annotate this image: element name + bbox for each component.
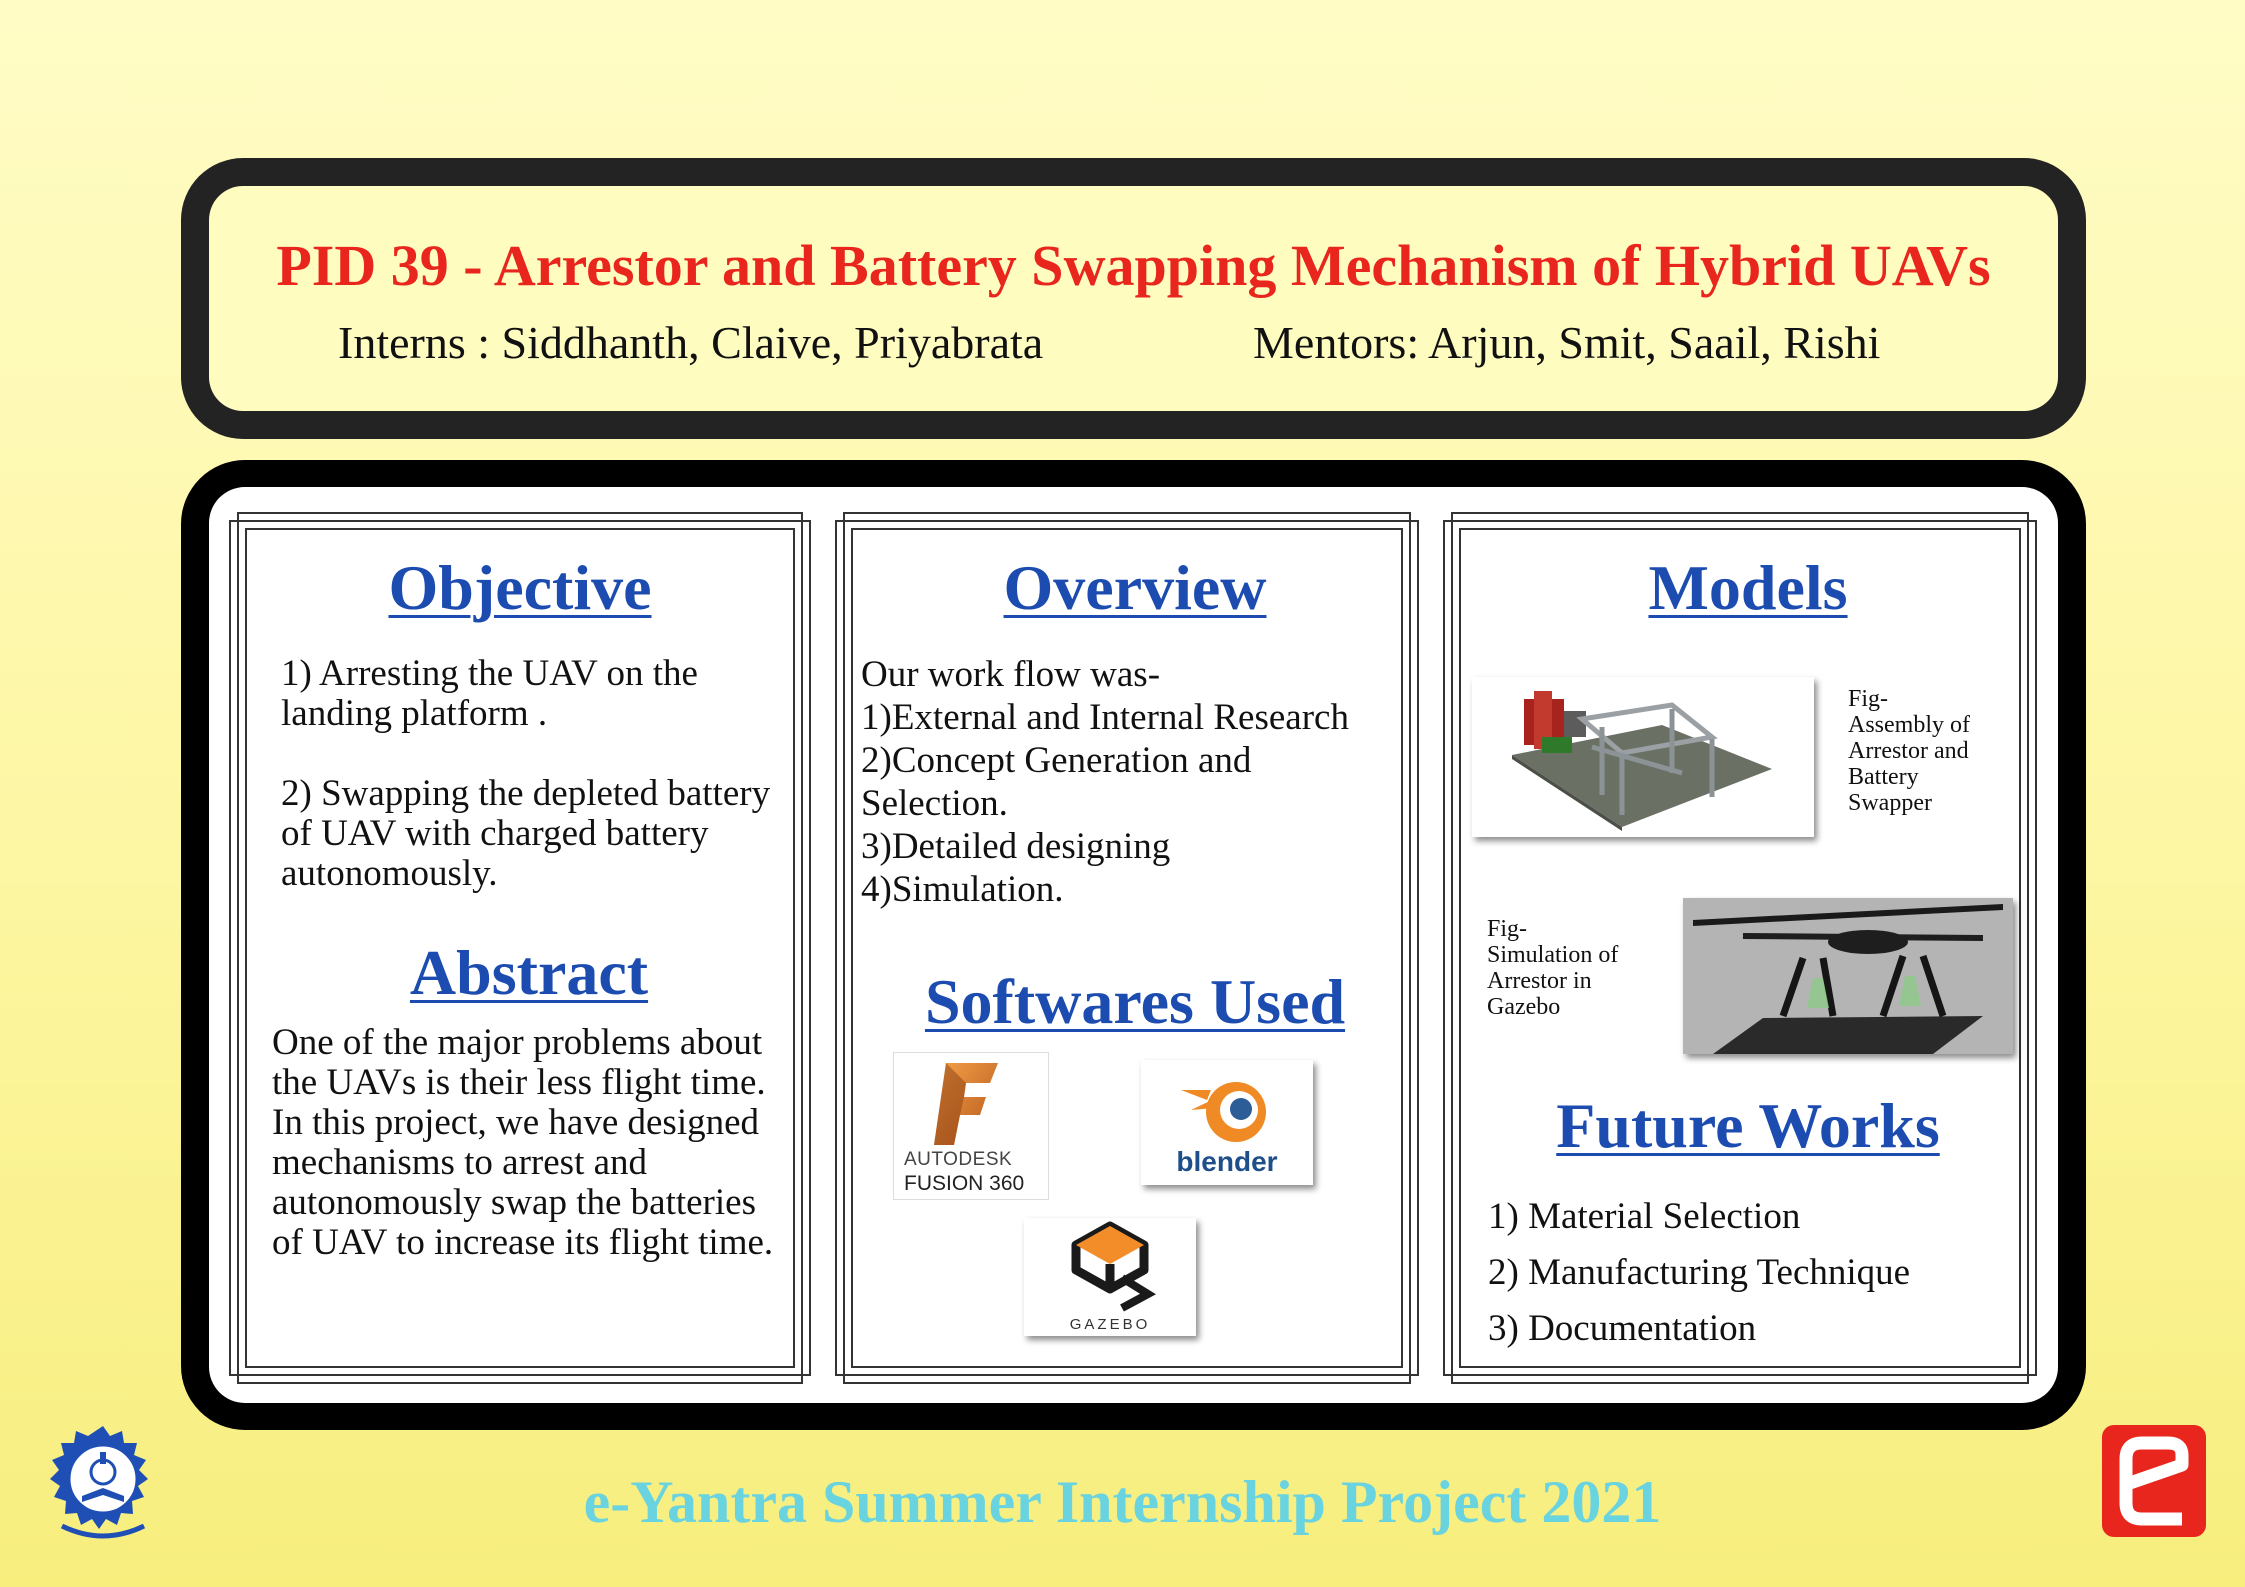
objective-point-1: 1) Arresting the UAV on the landing plat… [281, 653, 698, 734]
panel-frame [229, 520, 811, 1376]
overview-line: Our work flow was- [861, 654, 1161, 695]
models-heading: Models [1648, 552, 1848, 623]
overview-panel [835, 512, 1419, 1384]
panel-frame [1443, 520, 2037, 1376]
simulation-caption-line: Fig- [1487, 916, 1528, 942]
panel-frame [1459, 528, 2021, 1368]
objective-heading: Objective [388, 552, 652, 623]
gazebo-icon [1071, 1221, 1157, 1312]
objective-point-2: 2) Swapping the depleted battery of UAV … [281, 773, 771, 894]
panel-frame [245, 528, 795, 1368]
simulation-caption-line: Gazebo [1487, 994, 1561, 1020]
iitb-logo [42, 1422, 164, 1544]
objective-panel [229, 512, 811, 1384]
header-card-inner [209, 186, 2058, 411]
panel-frame [843, 512, 1411, 1384]
assembly-caption-line: Assembly of [1848, 712, 1970, 738]
gazebo-logo: GAZEBO [1024, 1218, 1196, 1336]
overview-line: 4)Simulation. [861, 869, 1064, 910]
assembly-caption-line: Swapper [1848, 790, 1932, 816]
fusion360-line1: AUTODESK [904, 1149, 1013, 1170]
simulation-caption-line: Arrestor in [1487, 968, 1592, 994]
future-work-item: 2) Manufacturing Technique [1488, 1252, 1911, 1293]
overview-line: 1)External and Internal Research [861, 697, 1349, 738]
abstract-text: One of the major problems about the UAVs… [272, 1022, 774, 1263]
assembly-caption-line: Battery [1848, 764, 1919, 790]
future-work-item: 3) Documentation [1488, 1308, 1757, 1349]
footer-text: e-Yantra Summer Internship Project 2021 [583, 1469, 1662, 1535]
blender-icon [1181, 1082, 1266, 1142]
models-panel [1443, 512, 2037, 1384]
blender-label: blender [1176, 1146, 1278, 1177]
assembly-model-image [1472, 677, 1814, 837]
panel-frame [1451, 512, 2029, 1384]
gazebo-label: GAZEBO [1069, 1316, 1151, 1333]
abstract-heading: Abstract [409, 937, 649, 1008]
arrestor-assembly-render [1512, 691, 1772, 831]
mentors-line: Mentors: Arjun, Smit, Saail, Rishi [1253, 317, 1881, 368]
fusion360-line2: FUSION 360 [904, 1172, 1025, 1195]
panel-frame [237, 512, 803, 1384]
fusion360-icon [934, 1063, 998, 1145]
eyantra-logo [2102, 1425, 2206, 1537]
future-work-item: 1) Material Selection [1488, 1196, 1801, 1237]
interns-line: Interns : Siddhanth, Claive, Priyabrata [338, 317, 1044, 368]
softwares-heading: Softwares Used [924, 966, 1346, 1037]
panel-frame [851, 528, 1403, 1368]
simulation-caption-line: Simulation of [1487, 942, 1619, 968]
eyantra-logo-icon [2102, 1425, 2206, 1537]
assembly-caption-line: Fig- [1848, 686, 1889, 712]
overview-heading: Overview [1003, 552, 1267, 623]
panel-frame [835, 520, 1419, 1376]
poster-title: PID 39 - Arrestor and Battery Swapping M… [276, 233, 1991, 298]
future-works-heading: Future Works [1556, 1090, 1940, 1161]
overview-line: Selection. [861, 783, 1008, 824]
overview-line: 3)Detailed designing [861, 826, 1171, 867]
fusion360-logo: AUTODESK FUSION 360 [893, 1052, 1049, 1200]
iit-bombay-emblem-icon [50, 1426, 148, 1539]
uav-simulation-render [1683, 898, 2013, 1054]
blender-logo: blender [1141, 1060, 1313, 1185]
assembly-caption-line: Arrestor and [1848, 738, 1969, 764]
overview-line: 2)Concept Generation and [861, 740, 1252, 781]
gazebo-simulation-image [1683, 898, 2013, 1054]
